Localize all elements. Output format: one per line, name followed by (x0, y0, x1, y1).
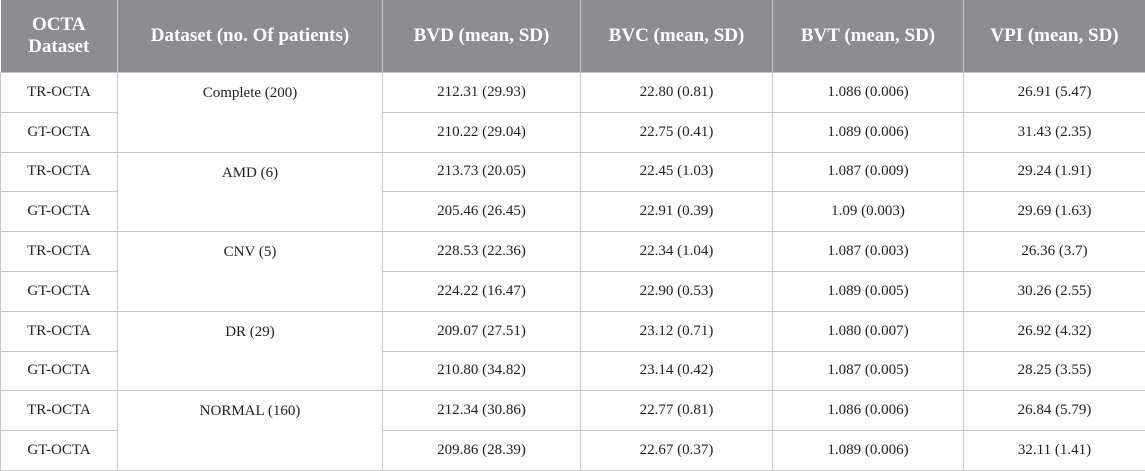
value-cell: 23.14 (0.42) (581, 351, 773, 391)
value-cell: 22.80 (0.81) (581, 73, 773, 113)
value-cell: 1.080 (0.007) (773, 311, 964, 351)
value-cell: 26.92 (4.32) (964, 311, 1145, 351)
value-cell: 22.45 (1.03) (581, 152, 773, 192)
value-cell: 30.26 (2.55) (964, 271, 1145, 311)
value-cell: 1.089 (0.006) (773, 431, 964, 471)
value-cell: 205.46 (26.45) (383, 192, 581, 232)
value-cell: 1.087 (0.003) (773, 232, 964, 272)
value-cell: 22.67 (0.37) (581, 431, 773, 471)
value-cell: 22.34 (1.04) (581, 232, 773, 272)
header-cell: BVT (mean, SD) (773, 0, 964, 73)
header-cell: BVC (mean, SD) (581, 0, 773, 73)
octa-cell: TR-OCTA (1, 311, 118, 351)
dataset-cell: AMD (6) (118, 152, 383, 232)
octa-cell: TR-OCTA (1, 73, 118, 113)
octa-cell: GT-OCTA (1, 431, 118, 471)
dataset-cell: CNV (5) (118, 232, 383, 312)
value-cell: 210.80 (34.82) (383, 351, 581, 391)
value-cell: 32.11 (1.41) (964, 431, 1145, 471)
header-cell: OCTA Dataset (1, 0, 118, 73)
octa-cell: TR-OCTA (1, 232, 118, 272)
value-cell: 26.36 (3.7) (964, 232, 1145, 272)
value-cell: 1.089 (0.005) (773, 271, 964, 311)
value-cell: 1.089 (0.006) (773, 112, 964, 152)
octa-cell: GT-OCTA (1, 192, 118, 232)
value-cell: 1.086 (0.006) (773, 73, 964, 113)
value-cell: 210.22 (29.04) (383, 112, 581, 152)
value-cell: 209.07 (27.51) (383, 311, 581, 351)
value-cell: 1.087 (0.005) (773, 351, 964, 391)
octa-cell: GT-OCTA (1, 271, 118, 311)
value-cell: 1.087 (0.009) (773, 152, 964, 192)
value-cell: 22.91 (0.39) (581, 192, 773, 232)
value-cell: 1.086 (0.006) (773, 391, 964, 431)
value-cell: 22.90 (0.53) (581, 271, 773, 311)
value-cell: 29.24 (1.91) (964, 152, 1145, 192)
value-cell: 224.22 (16.47) (383, 271, 581, 311)
value-cell: 29.69 (1.63) (964, 192, 1145, 232)
value-cell: 209.86 (28.39) (383, 431, 581, 471)
octa-cell: GT-OCTA (1, 112, 118, 152)
value-cell: 26.84 (5.79) (964, 391, 1145, 431)
dataset-cell: NORMAL (160) (118, 391, 383, 471)
octa-cell: GT-OCTA (1, 351, 118, 391)
value-cell: 213.73 (20.05) (383, 152, 581, 192)
value-cell: 22.77 (0.81) (581, 391, 773, 431)
header-cell: BVD (mean, SD) (383, 0, 581, 73)
value-cell: 28.25 (3.55) (964, 351, 1145, 391)
value-cell: 22.75 (0.41) (581, 112, 773, 152)
dataset-cell: DR (29) (118, 311, 383, 391)
octa-cell: TR-OCTA (1, 391, 118, 431)
value-cell: 212.34 (30.86) (383, 391, 581, 431)
dataset-cell: Complete (200) (118, 73, 383, 153)
value-cell: 228.53 (22.36) (383, 232, 581, 272)
value-cell: 26.91 (5.47) (964, 73, 1145, 113)
value-cell: 23.12 (0.71) (581, 311, 773, 351)
value-cell: 31.43 (2.35) (964, 112, 1145, 152)
header-cell: Dataset (no. Of patients) (118, 0, 383, 73)
octa-cell: TR-OCTA (1, 152, 118, 192)
header-cell: VPI (mean, SD) (964, 0, 1145, 73)
value-cell: 212.31 (29.93) (383, 73, 581, 113)
value-cell: 1.09 (0.003) (773, 192, 964, 232)
